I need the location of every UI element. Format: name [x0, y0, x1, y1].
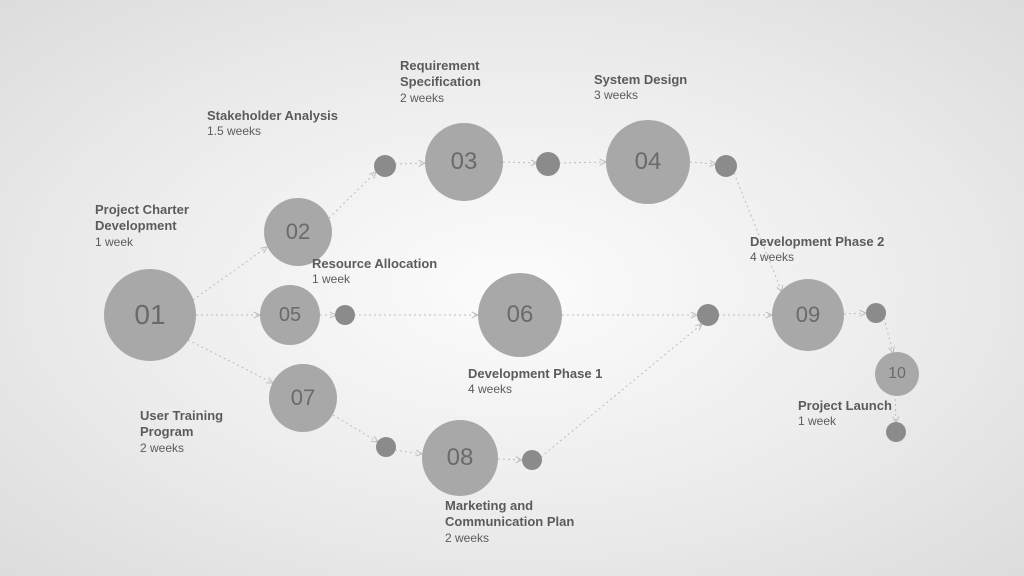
node-08: 08 — [422, 420, 498, 496]
label-duration: 1.5 weeks — [207, 124, 347, 139]
label-l04: System Design3 weeks — [594, 72, 744, 103]
label-title: Stakeholder Analysis — [207, 108, 347, 124]
connector-dot — [376, 437, 396, 457]
label-title: Requirement Specification — [400, 58, 550, 91]
label-l05: Resource Allocation1 week — [312, 256, 452, 287]
label-duration: 4 weeks — [750, 250, 900, 265]
node-number: 09 — [796, 302, 820, 328]
node-number: 04 — [635, 148, 662, 176]
connector-dot — [335, 305, 355, 325]
node-number: 01 — [134, 299, 165, 331]
node-05: 05 — [260, 285, 320, 345]
node-number: 03 — [451, 148, 478, 176]
label-title: Resource Allocation — [312, 256, 452, 272]
node-03: 03 — [425, 123, 503, 201]
label-l07: User Training Program2 weeks — [140, 408, 280, 456]
connector-dot — [697, 304, 719, 326]
label-duration: 2 weeks — [400, 91, 550, 106]
label-l03: Requirement Specification2 weeks — [400, 58, 550, 106]
node-number: 08 — [447, 444, 474, 472]
label-l10: Project Launch1 week — [798, 398, 928, 429]
label-duration: 1 week — [95, 235, 255, 250]
label-duration: 2 weeks — [140, 441, 280, 456]
label-title: Project Charter Development — [95, 202, 255, 235]
label-title: Development Phase 2 — [750, 234, 900, 250]
label-title: User Training Program — [140, 408, 280, 441]
node-10: 10 — [875, 352, 919, 396]
label-duration: 2 weeks — [445, 531, 625, 546]
node-number: 06 — [507, 301, 534, 329]
label-l06: Development Phase 14 weeks — [468, 366, 618, 397]
label-title: Project Launch — [798, 398, 928, 414]
node-number: 05 — [279, 304, 301, 327]
label-l02: Stakeholder Analysis1.5 weeks — [207, 108, 347, 139]
label-title: Marketing and Communication Plan — [445, 498, 625, 531]
node-09: 09 — [772, 279, 844, 351]
label-duration: 1 week — [312, 272, 452, 287]
node-number: 10 — [888, 365, 906, 383]
node-number: 07 — [291, 385, 315, 411]
node-number: 02 — [286, 219, 310, 245]
label-l09: Development Phase 24 weeks — [750, 234, 900, 265]
label-title: System Design — [594, 72, 744, 88]
node-06: 06 — [478, 273, 562, 357]
label-title: Development Phase 1 — [468, 366, 618, 382]
node-04: 04 — [606, 120, 690, 204]
label-duration: 1 week — [798, 414, 928, 429]
connector-dot — [522, 450, 542, 470]
connector-dot — [866, 303, 886, 323]
connector-dot — [715, 155, 737, 177]
node-01: 01 — [104, 269, 196, 361]
label-l08: Marketing and Communication Plan2 weeks — [445, 498, 625, 546]
diagram-stage: { "canvas": { "w": 1024, "h": 576, "bg_c… — [0, 0, 1024, 576]
label-l01: Project Charter Development1 week — [95, 202, 255, 250]
connector-dot — [536, 152, 560, 176]
connector-dot — [374, 155, 396, 177]
label-duration: 4 weeks — [468, 382, 618, 397]
label-duration: 3 weeks — [594, 88, 744, 103]
